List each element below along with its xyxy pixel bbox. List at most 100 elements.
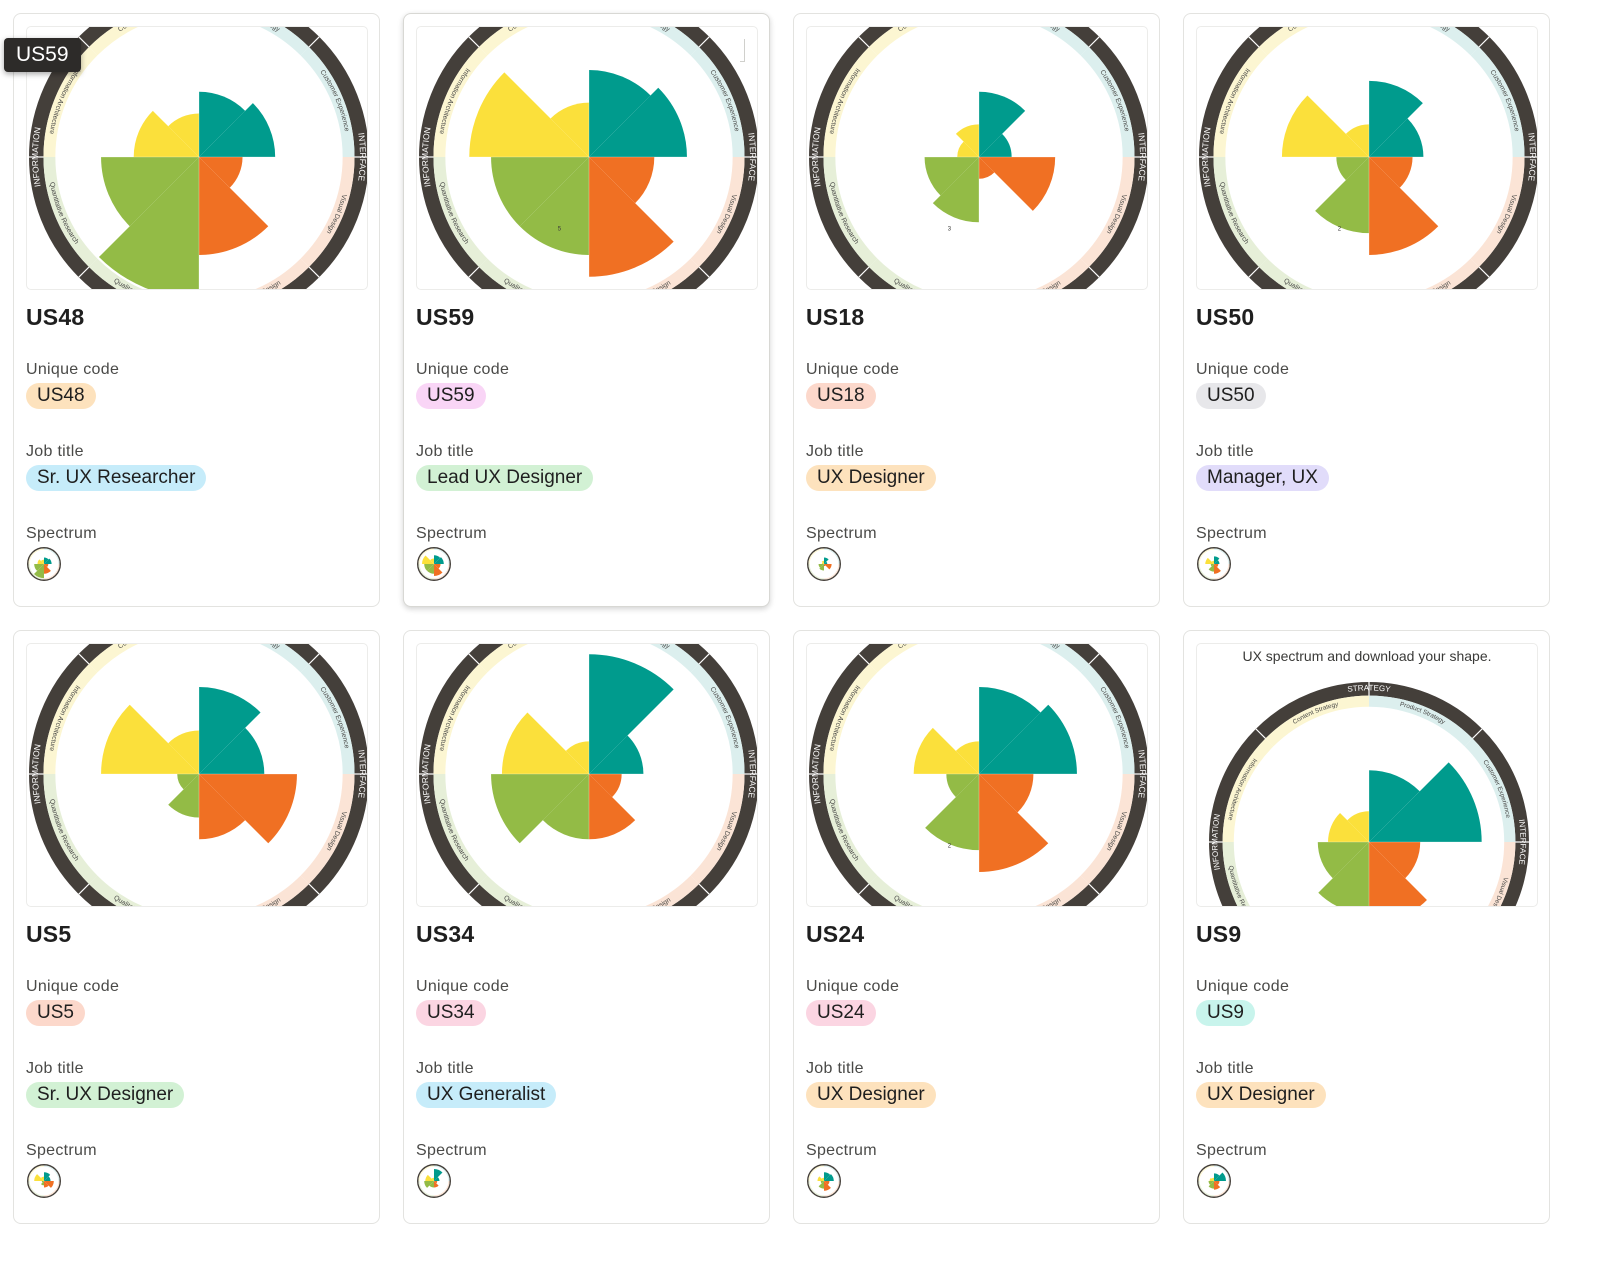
wheel-band bbox=[1214, 1191, 1225, 1197]
wheel-band bbox=[808, 564, 814, 575]
spectrum-petal bbox=[979, 157, 995, 179]
spectrum-petal bbox=[979, 157, 1056, 211]
spectrum-thumbnail[interactable] bbox=[1196, 1163, 1232, 1204]
wheel-band bbox=[834, 1181, 840, 1192]
wheel-band bbox=[690, 157, 745, 267]
spectrum-thumbnail[interactable] bbox=[416, 1163, 452, 1204]
spectrum-petal bbox=[1345, 124, 1369, 157]
spectrum-petal bbox=[425, 1174, 434, 1181]
wheel-band bbox=[300, 157, 355, 267]
wheel-band bbox=[834, 564, 840, 575]
unique-code-tag: US48 bbox=[26, 383, 96, 409]
wheel-band bbox=[1198, 553, 1204, 564]
wheel-band bbox=[1429, 27, 1479, 56]
wheel-band bbox=[1222, 842, 1250, 906]
spectrum-petal bbox=[542, 774, 589, 840]
spectrum-petal bbox=[550, 102, 589, 157]
ring-divider bbox=[308, 36, 320, 48]
card-title: US9 bbox=[1196, 921, 1242, 947]
spectrum-petal bbox=[424, 1181, 434, 1188]
wheel-band bbox=[1203, 1191, 1214, 1197]
spectrum-petal bbox=[932, 157, 979, 223]
spectrum-petal bbox=[1214, 564, 1219, 568]
spectrum-thumbnail[interactable] bbox=[806, 546, 842, 587]
spectrum-petal bbox=[168, 113, 199, 157]
wheel-ring-label: INFORMATION bbox=[1210, 813, 1222, 871]
wheel-band bbox=[1039, 644, 1089, 673]
spectrum-petal bbox=[33, 564, 44, 579]
wheel-band bbox=[813, 574, 824, 580]
wheel-band bbox=[1259, 27, 1309, 56]
spectrum-chart: UX spectrum and download your shape. Prod… bbox=[1209, 648, 1529, 906]
wheel-band bbox=[44, 548, 55, 554]
wheel-band bbox=[54, 1181, 60, 1192]
wheel-ring-label: INTERFACE bbox=[356, 749, 367, 799]
spectrum-thumbnail-wheel bbox=[26, 546, 62, 582]
wheel-band bbox=[479, 644, 529, 673]
spectrum-petal bbox=[979, 133, 1012, 157]
spectrum-petal bbox=[979, 686, 1041, 774]
ring-divider bbox=[308, 653, 320, 665]
petal-value-label: 3 bbox=[948, 226, 952, 232]
spectrum-label: Spectrum bbox=[26, 1142, 97, 1159]
wheel-band bbox=[869, 258, 923, 289]
card-title: US59 bbox=[416, 304, 475, 330]
card-cover-image[interactable]: UX spectrum and download your shape. Prod… bbox=[1196, 643, 1538, 907]
spectrum-thumbnail[interactable] bbox=[1196, 546, 1232, 587]
gallery-card-us9[interactable]: UX spectrum and download your shape. Prod… bbox=[1183, 630, 1550, 1224]
spectrum-petal bbox=[821, 1177, 824, 1181]
spectrum-petal bbox=[501, 712, 589, 774]
spectrum-thumbnail-wheel bbox=[26, 1163, 62, 1199]
spectrum-petal bbox=[101, 704, 199, 774]
spectrum-label: Spectrum bbox=[416, 1142, 487, 1159]
spectrum-petal bbox=[177, 774, 199, 790]
unique-code-tag: US50 bbox=[1196, 383, 1266, 409]
spectrum-petal bbox=[1369, 80, 1423, 157]
job-title-tag: UX Designer bbox=[806, 465, 936, 491]
ring-divider bbox=[858, 883, 870, 895]
spectrum-petal bbox=[199, 774, 297, 844]
spectrum-thumbnail[interactable] bbox=[806, 1163, 842, 1204]
job-title-tag: Manager, UX bbox=[1196, 465, 1329, 491]
wheel-band bbox=[54, 1170, 60, 1181]
wheel-band bbox=[834, 553, 840, 564]
spectrum-petal bbox=[1214, 556, 1220, 564]
wheel-band bbox=[808, 553, 814, 564]
spectrum-thumbnail[interactable] bbox=[26, 546, 62, 587]
ring-divider bbox=[468, 36, 480, 48]
spectrum-petal bbox=[1369, 157, 1413, 188]
petal-value-label: 2 bbox=[948, 843, 951, 849]
ring-divider bbox=[78, 266, 90, 278]
spectrum-petal bbox=[44, 564, 51, 574]
spectrum-thumbnail-chart bbox=[26, 1163, 62, 1199]
wheel-band bbox=[869, 644, 919, 673]
spectrum-petal bbox=[824, 1174, 834, 1181]
wheel-band bbox=[1470, 157, 1525, 267]
wheel-band bbox=[1080, 47, 1135, 158]
wheel-ring-label: INFORMATION bbox=[420, 743, 433, 804]
spectrum-label: Spectrum bbox=[1196, 525, 1267, 542]
spectrum-petal bbox=[589, 654, 674, 774]
wheel-band bbox=[89, 644, 139, 673]
spectrum-petal bbox=[98, 157, 199, 289]
ring-divider bbox=[1478, 266, 1490, 278]
wheel-band bbox=[1080, 774, 1135, 884]
wheel-band bbox=[479, 875, 533, 906]
wheel-band bbox=[300, 47, 355, 158]
spectrum-thumbnail[interactable] bbox=[416, 546, 452, 587]
spectrum-thumbnail[interactable] bbox=[26, 1163, 62, 1204]
